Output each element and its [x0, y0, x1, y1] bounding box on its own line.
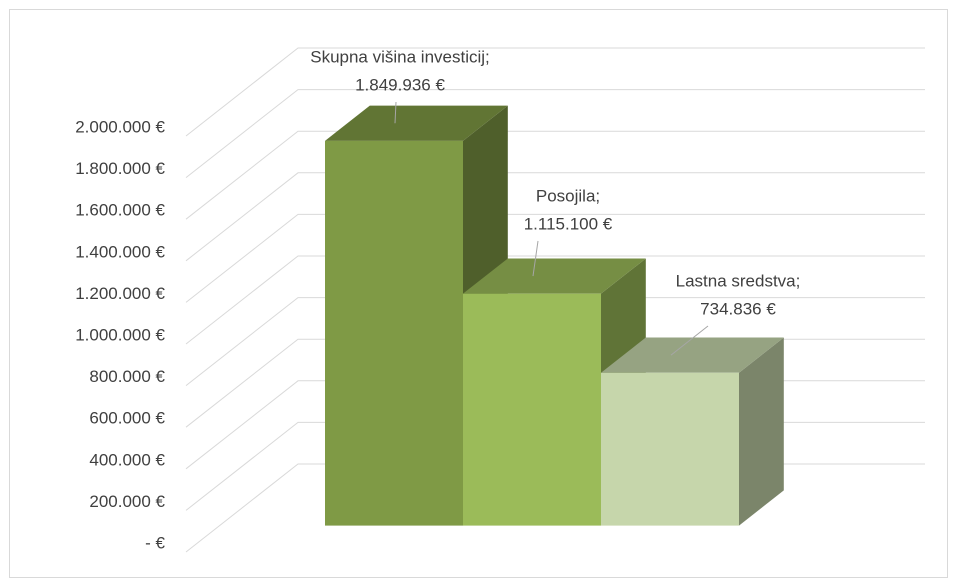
y-tick-label: - €: [145, 533, 165, 552]
grid-line: [185, 255, 925, 345]
y-tick-label: 600.000 €: [89, 409, 165, 428]
grid-line: [185, 130, 925, 220]
y-tick-label: 200.000 €: [89, 492, 165, 511]
data-label-category: Posojila;: [536, 186, 600, 205]
leader-line: [394, 101, 397, 124]
bar-side: [739, 337, 784, 526]
bar-top: [463, 258, 646, 294]
bar-top: [601, 337, 784, 373]
grid-line: [185, 47, 925, 137]
data-label-value: 1.115.100 €: [524, 214, 613, 233]
data-label-category: Lastna sredstva;: [676, 271, 801, 290]
y-tick-label: 2.000.000 €: [75, 117, 165, 136]
y-tick-label: 1.600.000 €: [75, 201, 165, 220]
y-tick-label: 1.200.000 €: [75, 284, 165, 303]
data-label-value: 734.836 €: [700, 299, 776, 318]
leader-line: [670, 325, 709, 356]
grid-line: [185, 89, 925, 178]
bar: [325, 140, 463, 526]
data-label-category: Skupna višina investicij;: [310, 47, 490, 66]
y-tick-label: 800.000 €: [89, 367, 165, 386]
bar: [463, 293, 601, 526]
grid-line: [185, 213, 925, 303]
y-tick-label: 400.000 €: [89, 450, 165, 469]
leader-line: [532, 240, 539, 277]
grid-line: [185, 297, 925, 386]
data-label-value: 1.849.936 €: [355, 75, 445, 94]
y-tick-label: 1.000.000 €: [75, 325, 165, 344]
bar: [601, 372, 739, 526]
bar-top: [325, 105, 508, 141]
y-tick-label: 1.400.000 €: [75, 242, 165, 261]
grid-line: [185, 172, 925, 262]
y-tick-label: 1.800.000 €: [75, 159, 165, 178]
